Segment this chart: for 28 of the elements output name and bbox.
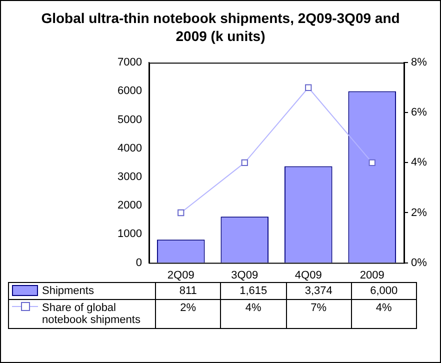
x-tick-label: 4Q09: [294, 269, 322, 282]
data-label: 2%: [156, 300, 221, 328]
data-label: 6,000: [351, 282, 416, 300]
y-tick-label: 7000: [118, 56, 142, 69]
y-tick-label: 0: [136, 256, 142, 269]
legend-label: Shipments: [42, 285, 94, 297]
x-tick-label: 2009: [360, 269, 384, 282]
legend-label: Share of global notebook shipments: [42, 302, 142, 326]
data-label: 811: [156, 282, 221, 300]
y-tick-label: 1000: [118, 228, 142, 240]
y2-tick-label: 6%: [411, 106, 428, 119]
x-tick-label: 3Q09: [231, 269, 258, 282]
data-label: 1,615: [220, 282, 286, 300]
data-label: 7%: [286, 300, 352, 328]
y2-tick-label: 0%: [411, 256, 428, 269]
y-tick-label: 5000: [118, 114, 142, 126]
y-tick-label: 2000: [118, 200, 142, 212]
y-tick-label: 3000: [118, 171, 142, 184]
y-tick-label: 4000: [118, 142, 142, 154]
y2-tick-label: 8%: [411, 56, 428, 69]
chart-title: Global ultra-thin notebook shipments, 2Q09-3Q09 and 2009 (k units): [40, 9, 401, 46]
data-label: 3,374: [286, 282, 352, 300]
y-tick-label: 6000: [118, 85, 142, 98]
y2-tick-label: 4%: [411, 156, 428, 169]
x-tick-label: 2Q09: [167, 269, 194, 282]
data-label: 4%: [220, 300, 286, 328]
data-label: 4%: [351, 300, 416, 328]
y2-tick-label: 2%: [411, 206, 428, 219]
